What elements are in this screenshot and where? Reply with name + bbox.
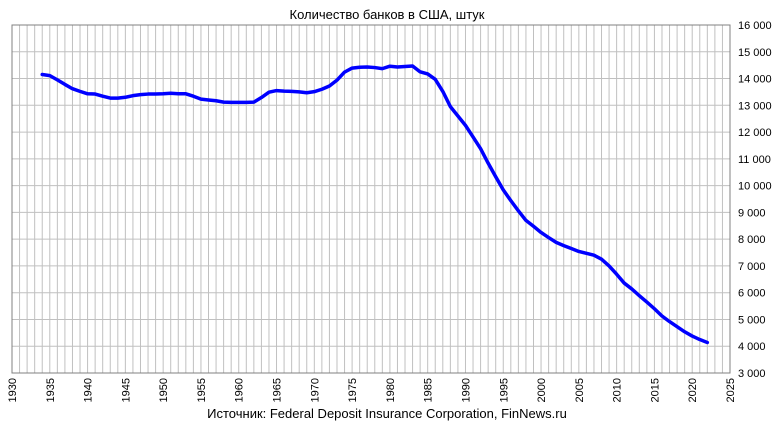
y-tick-label: 15 000 [738,47,772,59]
x-tick-label: 1980 [385,378,397,402]
x-tick-label: 1935 [45,378,57,402]
y-tick-label: 12 000 [738,127,772,139]
y-tick-label: 6 000 [738,288,766,300]
y-tick-label: 5 000 [738,314,766,326]
y-tick-label: 11 000 [738,154,771,166]
x-tick-label: 2010 [612,378,624,402]
x-tick-label: 1945 [120,378,132,402]
y-tick-label: 10 000 [738,181,772,193]
source-note: Источник: Federal Deposit Insurance Corp… [207,406,567,421]
x-axis-ticks: 1930 1935 1940 1945 1950 1955 1960 1965 1970 1975… [7,378,737,402]
x-tick-label: 1955 [196,378,208,402]
x-tick-label: 1930 [7,378,19,402]
x-tick-label: 1940 [83,378,95,402]
chart-title: Количество банков в США, штук [290,7,485,22]
x-tick-label: 1985 [423,378,435,402]
y-tick-label: 14 000 [738,74,772,86]
x-tick-label: 1975 [347,378,359,402]
axes [11,24,731,374]
x-tick-label: 2000 [536,378,548,402]
x-tick-label: 1960 [234,378,246,402]
y-tick-label: 9 000 [738,207,766,219]
x-tick-label: 1970 [309,378,321,402]
series-group [40,64,710,345]
x-tick-label: 1965 [272,378,284,402]
series-line [40,64,710,345]
x-tick-label: 1950 [158,378,170,402]
y-tick-label: 4 000 [738,341,766,353]
plot-frame [11,24,731,374]
grid [11,24,731,374]
x-tick-label: 2020 [687,378,699,402]
x-tick-label: 1990 [460,378,472,402]
y-tick-label: 16 000 [738,20,772,32]
y-tick-label: 3 000 [738,368,766,380]
y-axis-ticks: 3 000 4 000 5 000 6 000 7 000 8 000 9 000 10 00… [738,20,772,380]
y-tick-label: 7 000 [738,261,766,273]
x-tick-label: 2015 [649,378,661,402]
x-tick-label: 2005 [574,378,586,402]
x-tick-label: 2025 [725,378,737,402]
x-tick-label: 1995 [498,378,510,402]
y-tick-label: 8 000 [738,234,766,246]
y-tick-label: 13 000 [738,100,772,112]
